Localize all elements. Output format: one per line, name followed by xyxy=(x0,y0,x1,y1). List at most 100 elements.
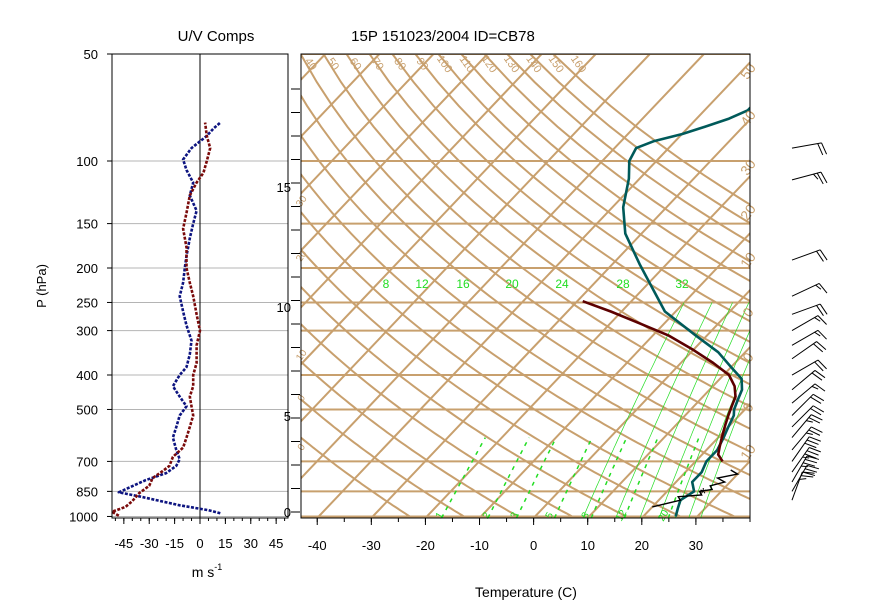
dry-adiabat-line xyxy=(301,285,632,518)
isotherm-line xyxy=(0,54,109,518)
v-component-line xyxy=(112,122,212,517)
wind-barb-flag xyxy=(817,359,827,370)
isotherm-line xyxy=(749,516,750,518)
wind-barb-flag xyxy=(806,420,813,423)
wind-barb xyxy=(791,414,823,438)
wind-barb-flag xyxy=(799,478,807,480)
dashed-mixing-ratio-line xyxy=(590,437,628,518)
dashed-mixing-ratio-line xyxy=(440,437,486,518)
mixing-ratio-label: 32 xyxy=(675,277,689,291)
left-xtick-label: 15 xyxy=(218,536,232,551)
isotherm-line xyxy=(301,54,543,309)
wind-barb-flag xyxy=(808,429,821,436)
wind-barb-flag xyxy=(817,315,827,325)
wind-barb xyxy=(791,249,828,262)
mixing-ratio-label: 20 xyxy=(505,277,519,291)
wind-barb-staff xyxy=(791,283,820,297)
wind-barb xyxy=(791,329,827,346)
wind-barb-flag xyxy=(806,450,819,456)
dashed-ratio-label: 2 xyxy=(481,510,494,521)
wind-barb-flag xyxy=(809,447,821,453)
wind-barb xyxy=(791,315,827,332)
wind-barb xyxy=(791,303,828,316)
left-panel-speed-ticks: -45 -30 -15 0 15 30 45 xyxy=(114,518,286,551)
left-ytick-label: 250 xyxy=(76,295,98,310)
surface-obs-marker: * xyxy=(700,486,706,503)
mixing-ratio-line xyxy=(688,357,750,518)
wind-barb-flag xyxy=(813,173,819,180)
wind-barb-flag xyxy=(806,432,813,436)
isotherm-line xyxy=(532,288,750,518)
dry-adiabat-line xyxy=(368,54,750,365)
dashed-mixing-ratio-line xyxy=(487,437,530,518)
left-ytick-label: 1000 xyxy=(69,509,98,524)
dashed-mixing-ratio-line xyxy=(623,437,659,518)
wind-barb-staff xyxy=(791,370,816,391)
dry-adiabat-line xyxy=(505,54,750,244)
temp-tick-label: 0 xyxy=(530,538,537,553)
left-xtick-label: -45 xyxy=(114,536,133,551)
mixing-ratio-line xyxy=(582,302,685,518)
wind-barb-flag xyxy=(804,458,818,464)
theta-label: 100 xyxy=(434,53,454,75)
isotherm-line xyxy=(301,54,489,252)
wind-barb-staff xyxy=(791,436,810,462)
skewt-panel: 15P 151023/2004 ID=CB78 * 40 50 60 70 80 90 10… xyxy=(0,28,760,600)
left-panel-xlabel: m s-1 xyxy=(192,562,223,580)
wind-barb-flag xyxy=(814,317,821,322)
left-xtick-label: -30 xyxy=(140,536,159,551)
main-panel-xlabel: Temperature (C) xyxy=(475,584,577,600)
wind-barb xyxy=(791,383,826,404)
wind-barb-staff xyxy=(791,341,817,360)
wind-barb-staff xyxy=(791,426,812,451)
isotherm-line xyxy=(478,231,750,518)
isotherm-line xyxy=(301,54,435,195)
dry-adiabat-line xyxy=(301,322,578,518)
dry-adiabat-line xyxy=(345,54,750,386)
wind-barb-staff xyxy=(791,359,819,376)
dashed-mixing-ratio-line xyxy=(667,437,700,518)
temperature-axis-ticks: -40 -30 -20 -10 0 10 20 30 xyxy=(308,518,751,553)
wind-barb xyxy=(791,471,815,501)
wind-barb-flag xyxy=(816,305,824,316)
wind-barb-flag xyxy=(815,284,822,290)
dry-adiabat-line xyxy=(301,210,741,518)
theta-label: 80 xyxy=(391,56,408,73)
mixing-ratio-line xyxy=(639,302,733,518)
wind-barb-flag xyxy=(816,172,824,185)
left-panel-ylabel: P (hPa) xyxy=(34,264,49,308)
wind-barb-staff xyxy=(791,447,810,473)
wind-barb-flag xyxy=(812,393,825,402)
isotherm-line xyxy=(316,60,750,518)
dashed-mixing-ratio-line xyxy=(515,437,557,518)
height-km-label: 5 xyxy=(284,409,291,424)
wind-barb-flag xyxy=(809,436,821,442)
theta-e-label: 50 xyxy=(737,60,759,82)
wind-barb-staff xyxy=(791,455,808,483)
background-line-labels: 40 50 60 70 80 90 100 110 120 130 140 150 160 5040302… xyxy=(294,53,759,523)
sounding-profiles: * xyxy=(582,106,750,517)
left-edge-label: 10 xyxy=(294,347,310,363)
dry-adiabat-line xyxy=(301,93,750,453)
left-ytick-label: 500 xyxy=(76,402,98,417)
wind-barb-flag xyxy=(806,464,820,470)
isotherm-line xyxy=(301,54,381,138)
dry-adiabat-line xyxy=(301,398,469,518)
dry-adiabat-line xyxy=(301,172,750,501)
temp-tick-label: 10 xyxy=(580,538,594,553)
height-km-label: 15 xyxy=(277,180,291,195)
wind-barb-flag xyxy=(817,143,824,156)
wind-barb xyxy=(791,359,827,376)
dry-adiabat-line xyxy=(322,54,750,408)
mixing-ratio-label: 28 xyxy=(616,277,630,291)
left-ytick-label: 400 xyxy=(76,368,98,383)
u-component-line xyxy=(117,121,222,515)
dry-adiabat-line xyxy=(301,54,750,430)
left-panel-series xyxy=(112,121,222,517)
dashed-ratio-label: 5 xyxy=(544,510,557,521)
wind-barb-flag xyxy=(806,455,820,460)
wind-barb xyxy=(791,283,828,297)
wind-barb-staff xyxy=(791,142,822,149)
temp-tick-label: -40 xyxy=(308,538,327,553)
wind-barb-flag xyxy=(812,405,825,413)
